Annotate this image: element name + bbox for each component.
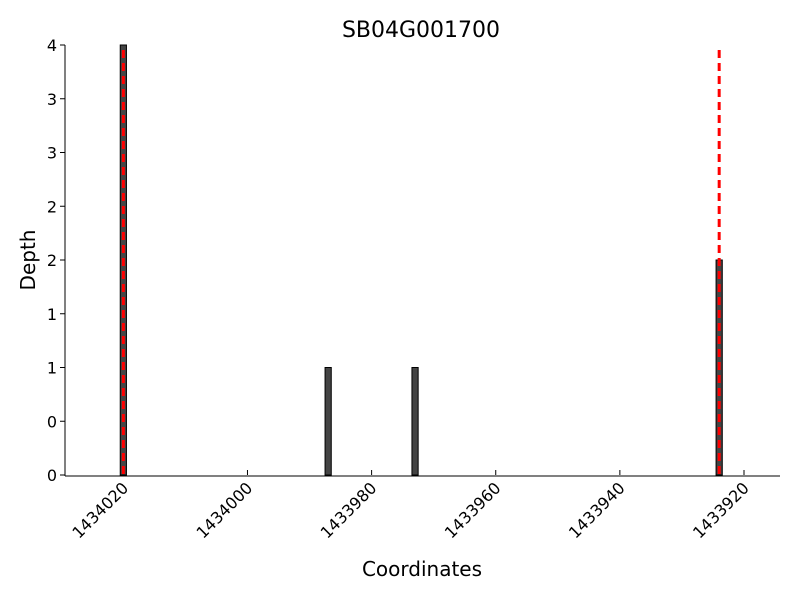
y-tick-label: 0 (47, 412, 57, 431)
x-tick-label: 1433940 (565, 478, 629, 542)
bar (411, 367, 419, 476)
chart-title: SB04G001700 (342, 18, 500, 43)
y-tick-label: 1 (47, 359, 57, 378)
bar (324, 367, 332, 476)
x-tick-label: 1433920 (689, 478, 753, 542)
y-axis-label: Depth (16, 230, 40, 291)
x-axis-label: Coordinates (362, 557, 482, 581)
y-tick-label: 2 (47, 197, 57, 216)
x-tick-label: 1433980 (317, 478, 381, 542)
x-tick-label: 1434000 (192, 478, 256, 542)
y-tick-label: 4 (47, 36, 57, 55)
y-tick-label: 2 (47, 251, 57, 270)
y-tick-label: 1 (47, 305, 57, 324)
y-tick-label: 0 (47, 466, 57, 485)
y-tick-label: 3 (47, 144, 57, 163)
x-tick-label: 1433960 (441, 478, 505, 542)
x-tick-label: 1434020 (68, 478, 132, 542)
y-tick-label: 3 (47, 90, 57, 109)
